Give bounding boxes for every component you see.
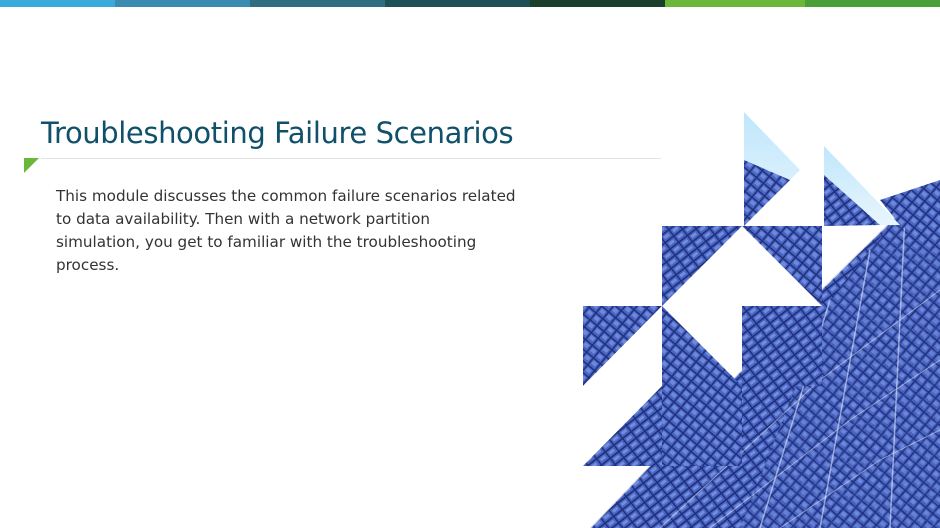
slide-body-text: This module discusses the common failure… bbox=[56, 187, 516, 274]
stripe-segment bbox=[665, 0, 805, 7]
stripe-segment bbox=[250, 0, 385, 7]
stripe-segment bbox=[805, 0, 940, 7]
green-corner-triangle-icon bbox=[24, 158, 39, 173]
slide-title: Troubleshooting Failure Scenarios bbox=[41, 116, 514, 150]
mosaic-white-cutouts bbox=[583, 306, 662, 386]
mosaic-tile-top bbox=[744, 112, 800, 226]
title-underline bbox=[41, 158, 661, 159]
stripe-segment bbox=[385, 0, 530, 7]
stripe-segment bbox=[530, 0, 665, 7]
mosaic-tile-right bbox=[824, 146, 940, 250]
stripe-segment bbox=[115, 0, 250, 7]
top-color-stripe bbox=[0, 0, 940, 7]
mosaic-tile-middle bbox=[662, 226, 822, 386]
stripe-segment bbox=[0, 0, 115, 7]
